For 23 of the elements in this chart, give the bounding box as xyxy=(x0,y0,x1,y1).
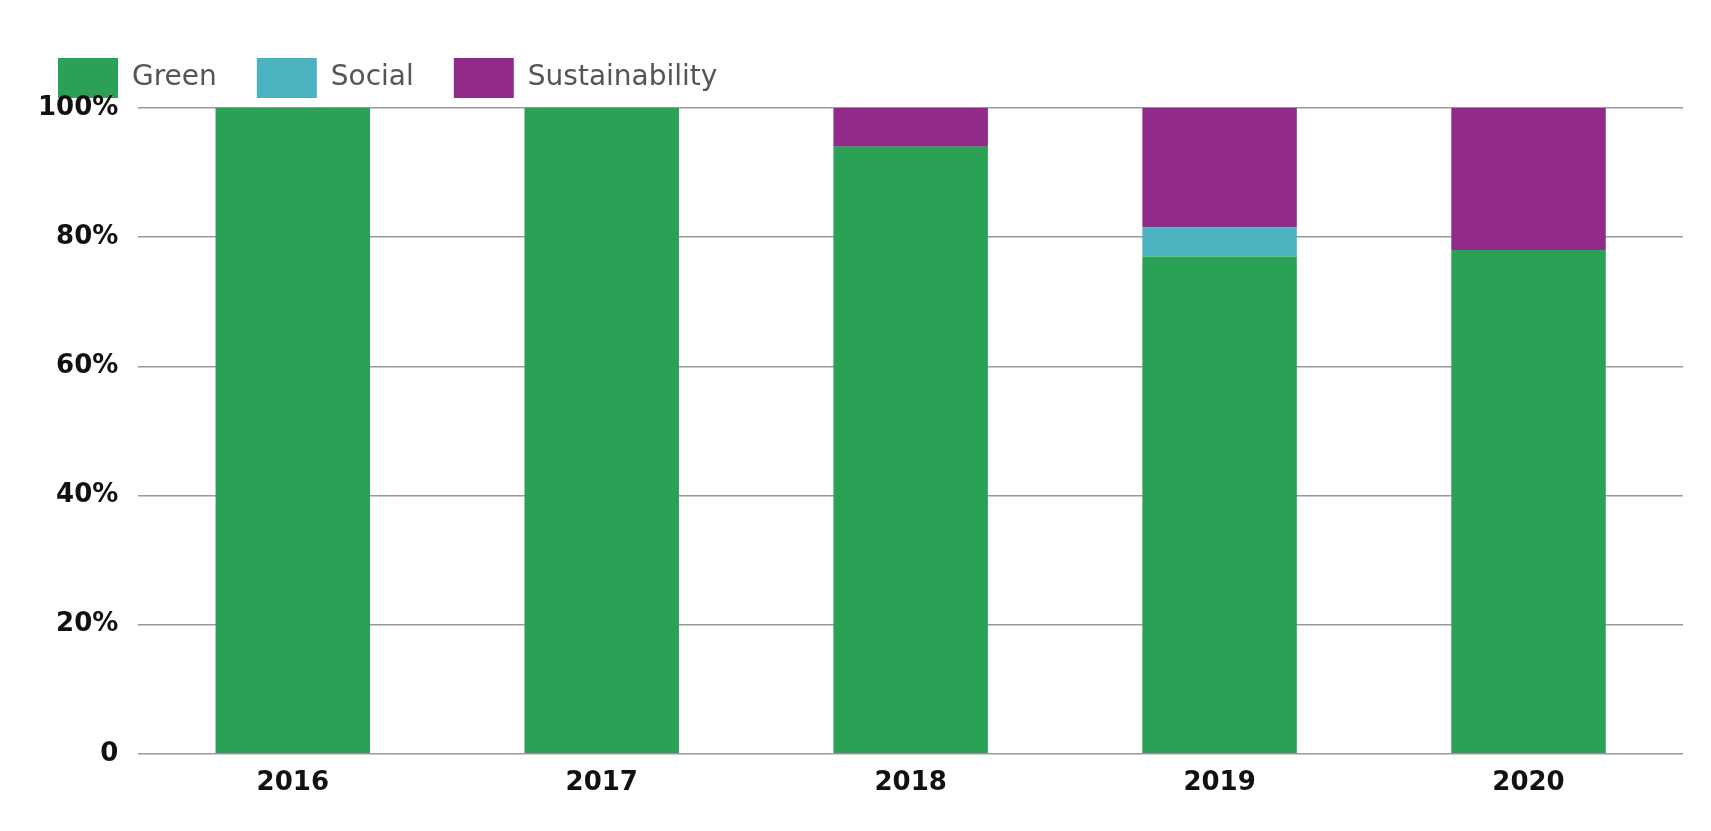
bar xyxy=(833,146,988,754)
bar xyxy=(215,108,371,754)
x-tick-label: 2019 xyxy=(1183,766,1256,797)
bar xyxy=(1142,108,1297,228)
legend-label: Green xyxy=(132,59,217,93)
y-tick-label: 20% xyxy=(56,607,119,638)
bar xyxy=(1142,227,1297,257)
bar xyxy=(524,108,679,754)
x-tick-label: 2018 xyxy=(874,766,947,797)
y-tick-label: 60% xyxy=(56,349,119,380)
y-tick-label: 100% xyxy=(38,90,119,121)
legend-label: Sustainability xyxy=(527,59,718,93)
y-tick-label: 40% xyxy=(56,478,119,509)
x-tick-label: 2020 xyxy=(1492,766,1565,797)
legend-label: Social xyxy=(330,59,414,93)
bar xyxy=(1142,256,1297,754)
y-tick-label: 0 xyxy=(100,736,119,767)
x-tick-label: 2016 xyxy=(256,766,329,797)
bar xyxy=(1451,108,1606,251)
y-tick-label: 80% xyxy=(56,219,119,250)
x-tick-label: 2017 xyxy=(565,766,638,797)
bar xyxy=(833,108,988,147)
bar xyxy=(1451,250,1606,754)
